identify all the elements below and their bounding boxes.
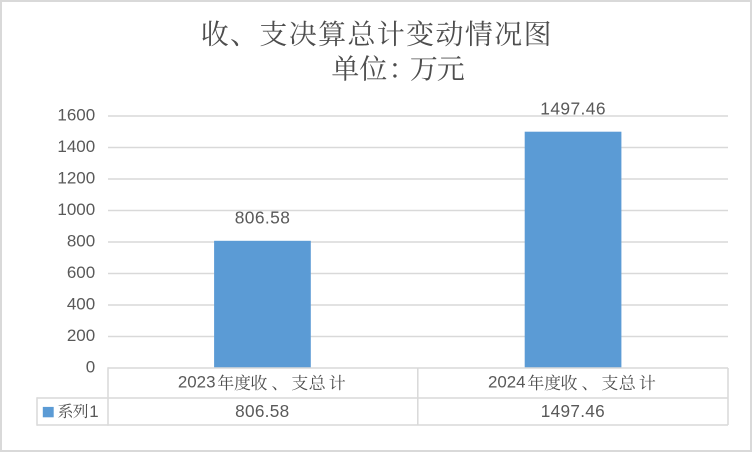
svg-text:1600: 1600	[57, 105, 95, 124]
svg-text:1497.46: 1497.46	[540, 98, 606, 118]
svg-text:200: 200	[67, 326, 95, 345]
svg-text:0: 0	[86, 357, 95, 376]
svg-text:2023: 2023	[178, 373, 216, 392]
svg-text:1400: 1400	[57, 137, 95, 156]
svg-text:806.58: 806.58	[235, 401, 289, 421]
svg-text:806.58: 806.58	[235, 208, 291, 228]
svg-text:1200: 1200	[57, 168, 95, 187]
svg-text:1000: 1000	[57, 200, 95, 219]
svg-text:800: 800	[67, 231, 95, 250]
svg-text:2024: 2024	[488, 373, 526, 392]
svg-text:400: 400	[67, 294, 95, 313]
svg-text:1: 1	[89, 402, 98, 421]
svg-text:600: 600	[67, 263, 95, 282]
svg-text:1497.46: 1497.46	[541, 401, 605, 421]
